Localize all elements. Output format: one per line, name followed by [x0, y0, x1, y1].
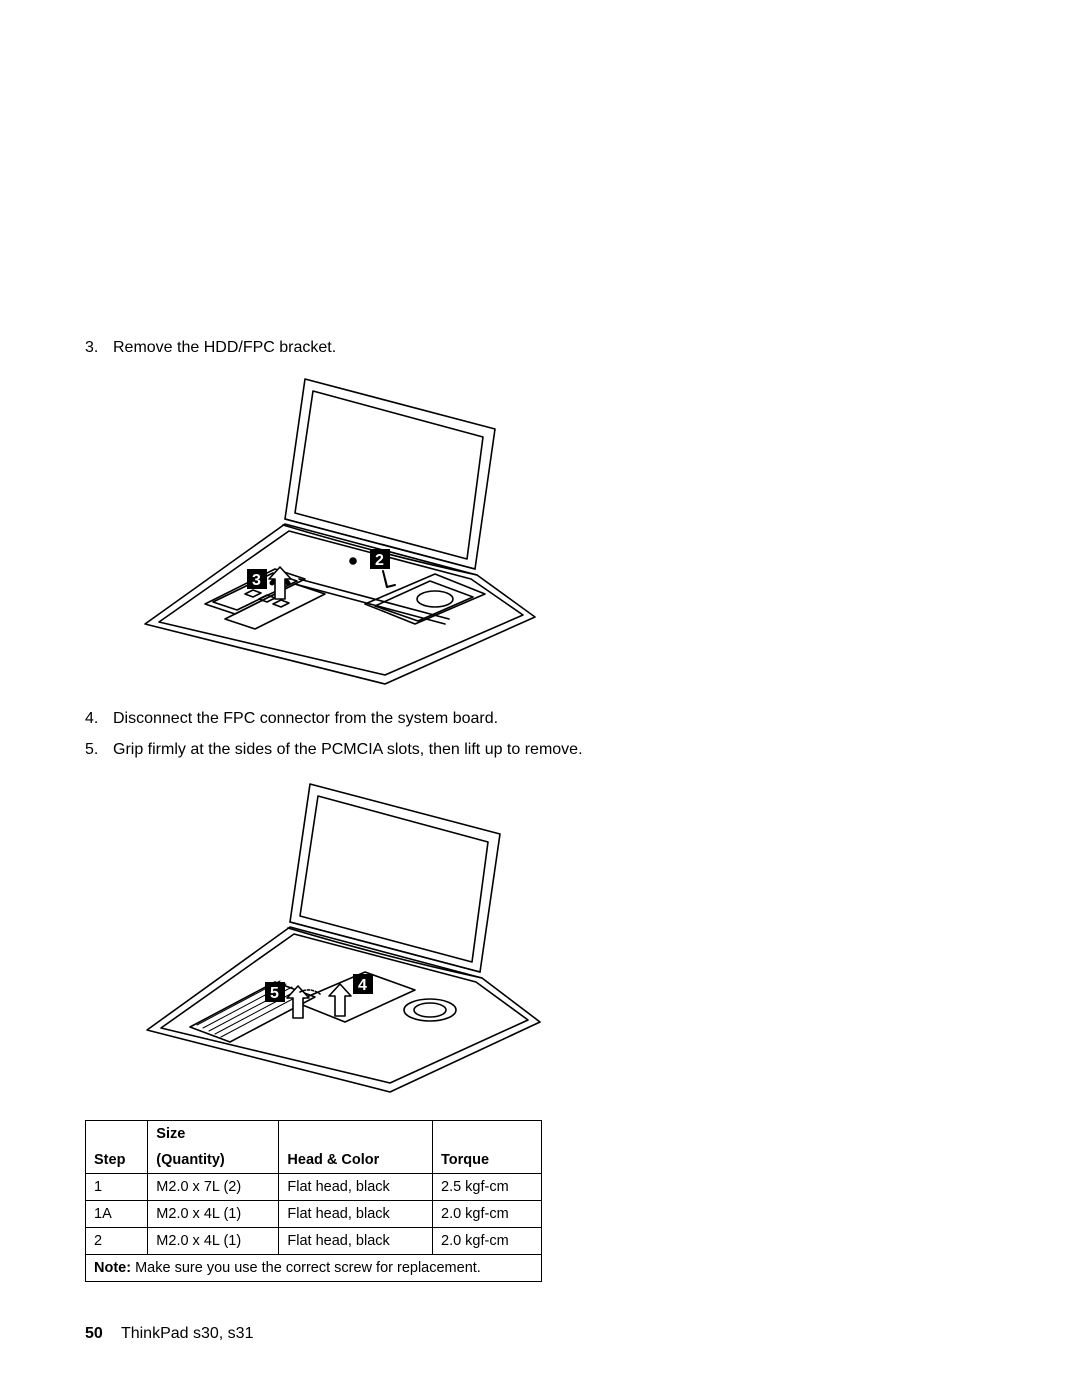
instruction-number: 4.: [85, 707, 113, 730]
cell-torque: 2.5 kgf-cm: [433, 1173, 542, 1200]
cell-size: M2.0 x 7L (2): [148, 1173, 279, 1200]
cell-torque: 2.0 kgf-cm: [433, 1227, 542, 1254]
instruction-number: 5.: [85, 738, 113, 761]
footer-title: ThinkPad s30, s31: [121, 1325, 254, 1342]
col-size: Size: [148, 1120, 279, 1147]
laptop-diagram-icon: 2 3: [135, 369, 555, 689]
col-head-color: Head & Color: [279, 1120, 433, 1173]
note-label: Note:: [94, 1260, 131, 1276]
figure-pcmcia-remove: 5 4: [135, 772, 555, 1102]
figure-hdd-fpc-bracket: 2 3: [135, 369, 555, 689]
note-text: Make sure you use the correct screw for …: [135, 1260, 481, 1276]
page-content: 3. Remove the HDD/FPC bracket.: [85, 336, 605, 1282]
cell-size: M2.0 x 4L (1): [148, 1227, 279, 1254]
instruction-4: 4. Disconnect the FPC connector from the…: [85, 707, 605, 730]
col-step: Step: [86, 1120, 148, 1173]
cell-step: 2: [86, 1227, 148, 1254]
cell-step: 1A: [86, 1200, 148, 1227]
table-header: Step Size Head & Color Torque (Quantity): [86, 1120, 542, 1173]
laptop-diagram-icon: 5 4: [135, 772, 555, 1102]
cell-torque: 2.0 kgf-cm: [433, 1200, 542, 1227]
table-row: 1 M2.0 x 7L (2) Flat head, black 2.5 kgf…: [86, 1173, 542, 1200]
table-row: 2 M2.0 x 4L (1) Flat head, black 2.0 kgf…: [86, 1227, 542, 1254]
instruction-3: 3. Remove the HDD/FPC bracket.: [85, 336, 605, 359]
table-row: 1A M2.0 x 4L (1) Flat head, black 2.0 kg…: [86, 1200, 542, 1227]
cell-head: Flat head, black: [279, 1173, 433, 1200]
screw-table: Step Size Head & Color Torque (Quantity)…: [85, 1120, 542, 1282]
instruction-text: Remove the HDD/FPC bracket.: [113, 336, 605, 359]
instruction-text: Grip firmly at the sides of the PCMCIA s…: [113, 738, 605, 761]
instruction-number: 3.: [85, 336, 113, 359]
instruction-5: 5. Grip firmly at the sides of the PCMCI…: [85, 738, 605, 761]
svg-text:2: 2: [375, 552, 384, 569]
svg-text:4: 4: [358, 977, 367, 994]
page-footer: 50 ThinkPad s30, s31: [85, 1325, 253, 1343]
col-quantity: (Quantity): [148, 1147, 279, 1174]
cell-size: M2.0 x 4L (1): [148, 1200, 279, 1227]
col-torque: Torque: [433, 1120, 542, 1173]
cell-head: Flat head, black: [279, 1200, 433, 1227]
instruction-text: Disconnect the FPC connector from the sy…: [113, 707, 605, 730]
svg-text:5: 5: [270, 985, 279, 1002]
page-number: 50: [85, 1325, 103, 1342]
table-note-row: Note: Make sure you use the correct scre…: [86, 1254, 542, 1281]
svg-text:3: 3: [252, 572, 261, 589]
cell-head: Flat head, black: [279, 1227, 433, 1254]
cell-step: 1: [86, 1173, 148, 1200]
